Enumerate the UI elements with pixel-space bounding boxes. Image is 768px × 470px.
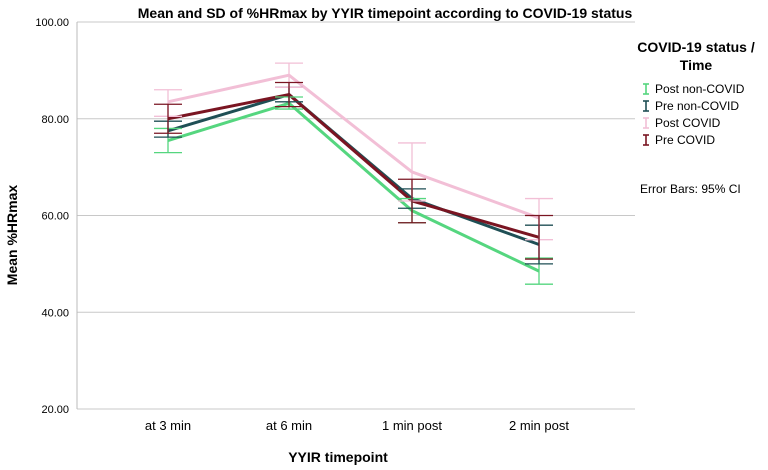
- legend: COVID-19 status / Time Post non-COVID Pre…: [637, 39, 755, 147]
- y-tick-label: 20.00: [41, 404, 69, 416]
- legend-item: Pre COVID: [643, 133, 715, 147]
- x-axis-label: YYIR timepoint: [288, 449, 388, 465]
- series-line: [167, 93, 540, 239]
- error-bars: [154, 62, 553, 285]
- x-tick-label: at 3 min: [145, 418, 191, 433]
- series-line: [167, 101, 540, 273]
- y-tick-label: 60.00: [41, 211, 69, 223]
- legend-label: Post non-COVID: [655, 82, 745, 96]
- error-bar-note: Error Bars: 95% CI: [640, 182, 741, 196]
- x-tick-label: at 6 min: [266, 418, 312, 433]
- legend-label: Post COVID: [655, 116, 721, 130]
- error-bar: [525, 214, 553, 260]
- x-axis-ticks: at 3 min at 6 min 1 min post 2 min post: [145, 418, 569, 433]
- legend-item: Pre non-COVID: [643, 99, 739, 113]
- legend-title-line1: COVID-19 status /: [637, 39, 755, 55]
- y-tick-label: 80.00: [41, 114, 69, 126]
- y-axis-label: Mean %HRmax: [4, 185, 20, 286]
- series-line: [167, 73, 540, 220]
- x-tick-label: 1 min post: [382, 418, 442, 433]
- legend-label: Pre non-COVID: [655, 99, 739, 113]
- error-bar: [154, 103, 182, 134]
- error-bar: [275, 81, 303, 108]
- y-tick-label: 40.00: [41, 307, 69, 319]
- legend-item: Post non-COVID: [643, 82, 745, 96]
- legend-item: Post COVID: [643, 116, 721, 130]
- y-axis-ticks: 20.00 40.00 60.00 80.00 100.00: [35, 17, 69, 416]
- chart-title: Mean and SD of %HRmax by YYIR timepoint …: [138, 5, 633, 21]
- error-bar: [398, 178, 426, 224]
- legend-label: Pre COVID: [655, 133, 715, 147]
- legend-title-line2: Time: [680, 57, 713, 73]
- series-lines: [167, 73, 540, 273]
- y-tick-label: 100.00: [35, 17, 69, 29]
- x-tick-label: 2 min post: [509, 418, 569, 433]
